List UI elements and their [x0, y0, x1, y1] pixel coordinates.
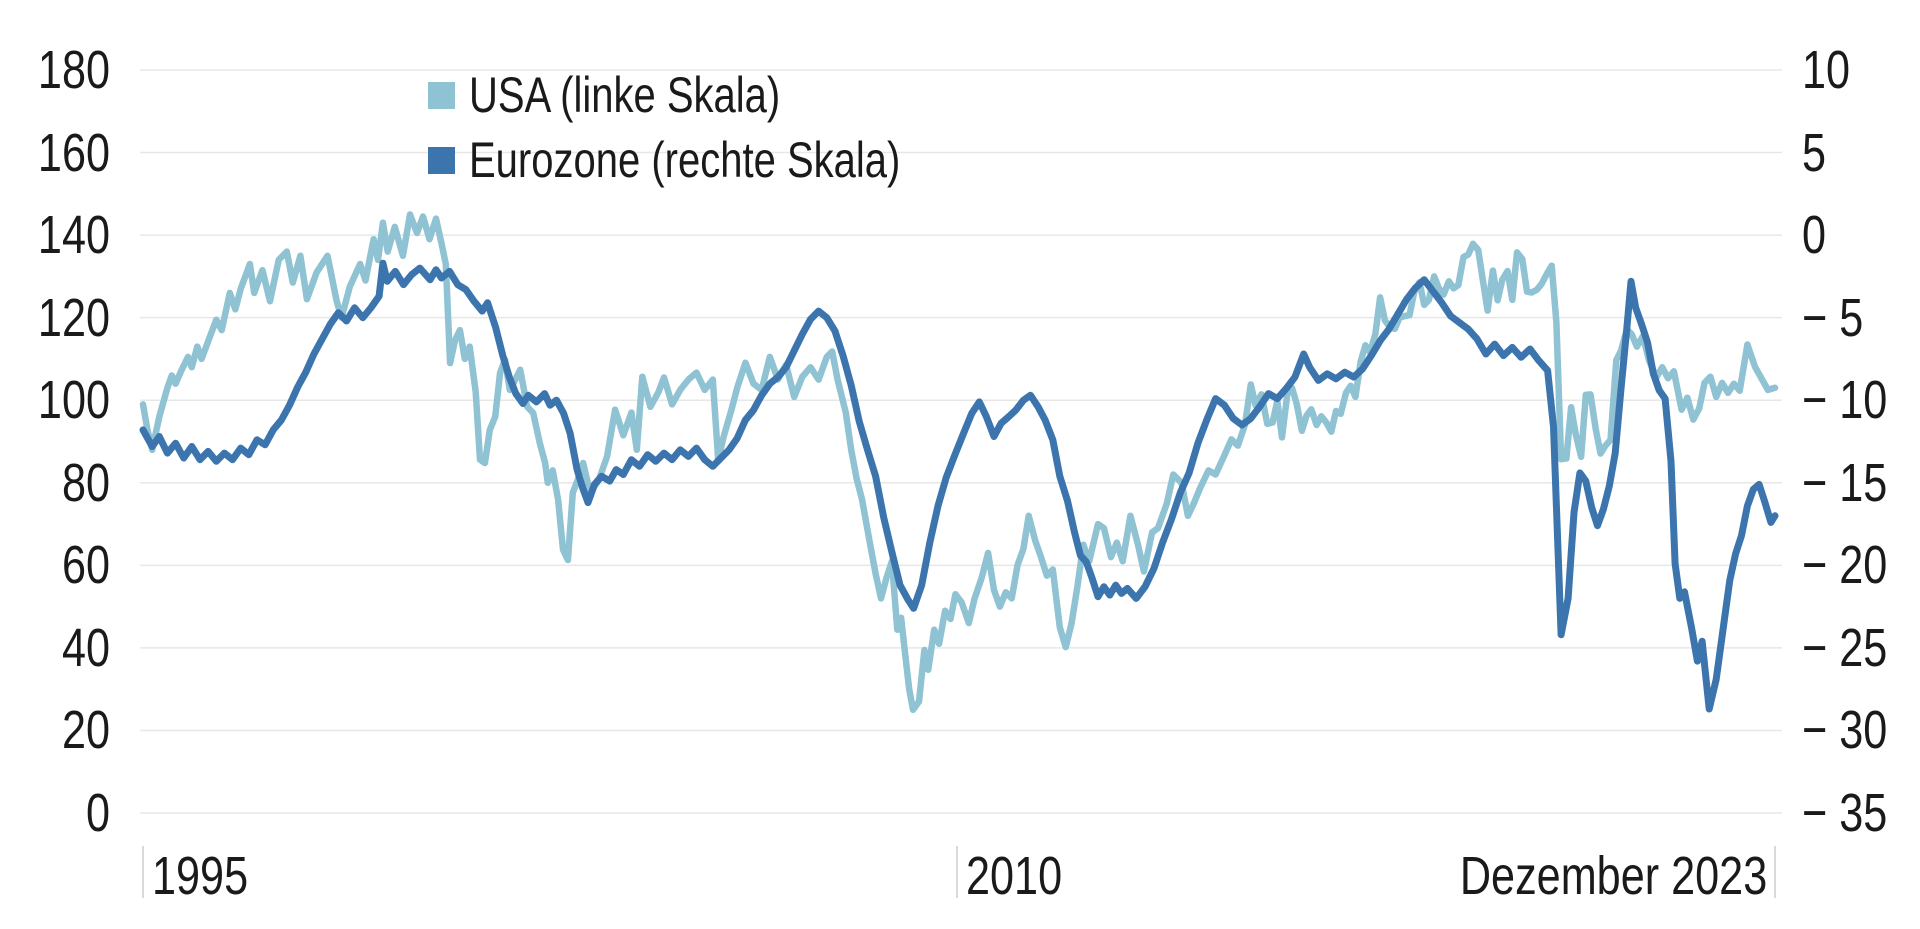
usa-series-swatch [428, 81, 455, 109]
x-axis-tick-mark [1774, 846, 1776, 898]
left-axis-tick-100: 100 [37, 370, 110, 431]
left-axis-tick-0: 0 [85, 783, 110, 843]
left-axis-tick-20: 20 [61, 700, 110, 761]
left-axis-tick-40: 40 [61, 617, 110, 678]
right-axis-tick-5: 5 [1802, 122, 1827, 183]
left-axis-tick-120: 120 [37, 287, 110, 348]
x-axis-label-1995: 1995 [152, 846, 249, 906]
right-axis-tick-10: 10 [1802, 40, 1851, 100]
left-axis-tick-160: 160 [37, 122, 110, 183]
x-axis-tick-mark [956, 846, 958, 898]
left-axis-tick-180: 180 [37, 40, 110, 100]
legend-item-eurozone: Eurozone (rechte Skala) [428, 135, 1008, 185]
right-axis-tick--10: − 10 [1802, 370, 1888, 431]
right-axis-tick-0: 0 [1802, 205, 1827, 266]
left-axis-tick-80: 80 [61, 452, 110, 513]
right-axis-tick--30: − 30 [1802, 700, 1888, 761]
right-axis-tick--35: − 35 [1802, 783, 1888, 843]
x-axis-label-dezember-2023: Dezember 2023 [1459, 846, 1767, 906]
x-axis-label-2010: 2010 [966, 846, 1063, 906]
x-axis-tick-mark [142, 846, 144, 898]
eurozone-series-label: Eurozone (rechte Skala) [469, 132, 901, 188]
usa-series-label: USA (linke Skala) [469, 67, 781, 123]
right-axis-tick--25: − 25 [1802, 617, 1888, 678]
right-axis-tick--15: − 15 [1802, 452, 1888, 513]
eurozone-series-swatch [428, 146, 455, 174]
right-axis-tick--5: − 5 [1802, 287, 1864, 348]
left-axis-tick-140: 140 [37, 205, 110, 266]
usa-series-line [139, 211, 1779, 714]
left-axis-tick-60: 60 [61, 535, 110, 596]
eurozone-series-line [139, 259, 1779, 713]
right-axis-tick--20: − 20 [1802, 535, 1888, 596]
legend-item-usa: USA (linke Skala) [428, 70, 858, 120]
